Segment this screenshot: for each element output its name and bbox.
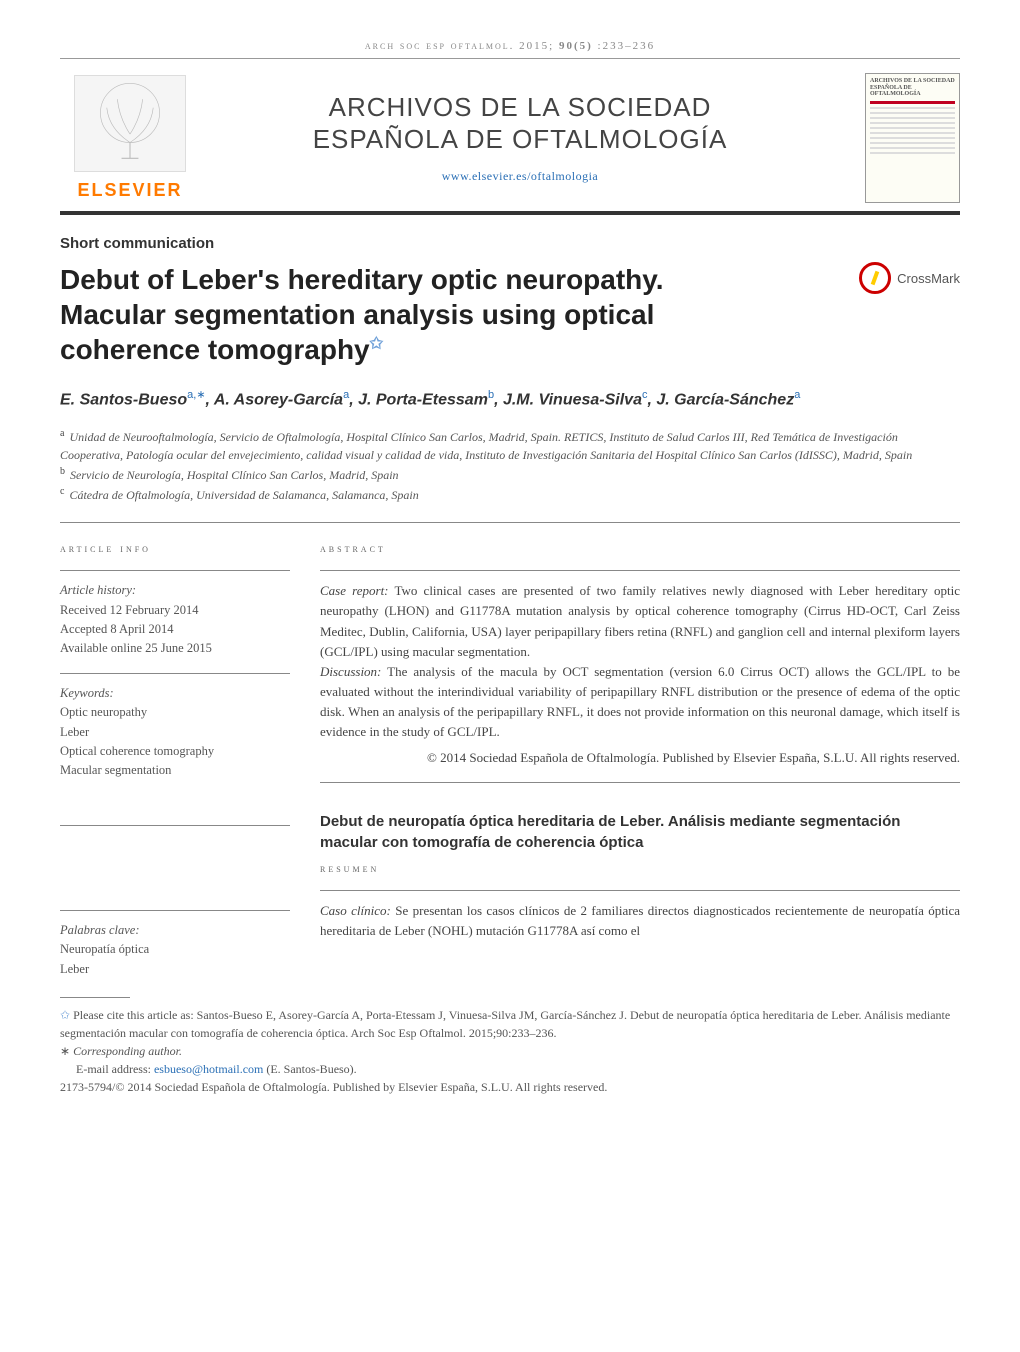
article-history: Article history: Received 12 February 20… bbox=[60, 581, 290, 659]
article-info-heading: article info bbox=[60, 541, 290, 556]
palabra-1: Neuropatía óptica bbox=[60, 940, 290, 959]
left-col-rule bbox=[60, 825, 290, 826]
keyword-3: Optical coherence tomography bbox=[60, 742, 290, 761]
history-accepted: Accepted 8 April 2014 bbox=[60, 620, 290, 639]
rh-pages: :233–236 bbox=[598, 40, 656, 52]
discussion-label: Discussion: bbox=[320, 664, 381, 679]
abstract-block-en: article info Article history: Received 1… bbox=[60, 541, 960, 793]
left-col-rule bbox=[60, 673, 290, 674]
issn-copyright-line: 2173-5794/© 2014 Sociedad Española de Of… bbox=[60, 1078, 960, 1096]
author-4-aff: c bbox=[642, 389, 648, 401]
right-col-rule bbox=[320, 570, 960, 571]
cover-caption: ARCHIVOS DE LA SOCIEDAD ESPAÑOLA DE OFTA… bbox=[870, 78, 955, 98]
palabra-2: Leber bbox=[60, 960, 290, 979]
section-divider bbox=[60, 522, 960, 523]
rh-volume: 90(5) bbox=[559, 40, 593, 52]
affiliation-c: Cátedra de Oftalmología, Universidad de … bbox=[69, 488, 418, 502]
abstract-block-es: Palabras clave: Neuropatía óptica Leber … bbox=[60, 811, 960, 979]
resumen-body: Caso clínico: Se presentan los casos clí… bbox=[320, 901, 960, 941]
affiliation-b: Servicio de Neurología, Hospital Clínico… bbox=[70, 468, 399, 482]
running-header: arch soc esp oftalmol. 2015; 90(5) :233–… bbox=[60, 40, 960, 52]
author-1-aff: a,∗ bbox=[187, 389, 205, 401]
palabras-block: Palabras clave: Neuropatía óptica Leber bbox=[60, 921, 290, 979]
keywords-heading: Keywords: bbox=[60, 684, 290, 703]
journal-title-line1: ARCHIVOS DE LA SOCIEDAD bbox=[200, 92, 840, 123]
palabras-heading: Palabras clave: bbox=[60, 921, 290, 940]
journal-title-line2: ESPAÑOLA DE OFTALMOLOGÍA bbox=[200, 124, 840, 155]
keyword-4: Macular segmentation bbox=[60, 761, 290, 780]
masthead-heavy-rule bbox=[60, 211, 960, 215]
publisher-block: ELSEVIER bbox=[60, 75, 200, 201]
keyword-2: Leber bbox=[60, 723, 290, 742]
corresponding-email-link[interactable]: esbueso@hotmail.com bbox=[154, 1062, 263, 1076]
history-online: Available online 25 June 2015 bbox=[60, 639, 290, 658]
case-report-text: Two clinical cases are presented of two … bbox=[320, 583, 960, 658]
title-line2: Macular segmentation analysis using opti… bbox=[60, 299, 654, 330]
spanish-title: Debut de neuropatía óptica hereditaria d… bbox=[320, 811, 960, 853]
history-heading: Article history: bbox=[60, 581, 290, 600]
article-title: Debut of Leber's hereditary optic neurop… bbox=[60, 262, 859, 367]
author-list: E. Santos-Buesoa,∗, A. Asorey-Garcíaa, J… bbox=[60, 387, 960, 412]
article-type-label: Short communication bbox=[60, 235, 960, 252]
keywords-block: Keywords: Optic neuropathy Leber Optical… bbox=[60, 684, 290, 781]
discussion-text: The analysis of the macula by OCT segmen… bbox=[320, 664, 960, 739]
corresponding-author-label: Corresponding author. bbox=[73, 1044, 182, 1058]
rh-year: 2015; bbox=[519, 40, 554, 52]
publisher-name: ELSEVIER bbox=[77, 180, 182, 201]
elsevier-tree-icon bbox=[74, 75, 186, 172]
author-4: J.M. Vinuesa-Silva bbox=[503, 391, 642, 408]
top-rule bbox=[60, 58, 960, 59]
abstract-copyright: © 2014 Sociedad Española de Oftalmología… bbox=[320, 748, 960, 768]
right-col-rule bbox=[320, 782, 960, 783]
affiliation-a: Unidad de Neurooftalmología, Servicio de… bbox=[60, 430, 912, 462]
cover-thumb-block: ARCHIVOS DE LA SOCIEDAD ESPAÑOLA DE OFTA… bbox=[840, 73, 960, 203]
right-col-rule bbox=[320, 890, 960, 891]
title-line1: Debut of Leber's hereditary optic neurop… bbox=[60, 264, 664, 295]
rh-journal: arch soc esp oftalmol. bbox=[365, 40, 515, 52]
footnote-rule bbox=[60, 997, 130, 998]
masthead: ELSEVIER ARCHIVOS DE LA SOCIEDAD ESPAÑOL… bbox=[60, 73, 960, 203]
author-1: E. Santos-Bueso bbox=[60, 391, 187, 408]
abstract-heading: abstract bbox=[320, 541, 960, 556]
resumen-heading: resumen bbox=[320, 861, 960, 876]
cite-as-footnote: Please cite this article as: Santos-Bues… bbox=[60, 1008, 950, 1040]
crossmark-widget[interactable]: CrossMark bbox=[859, 262, 960, 294]
corresponding-mark: ∗ bbox=[60, 1044, 70, 1058]
abstract-body: Case report: Two clinical cases are pres… bbox=[320, 581, 960, 742]
star-footnote-mark: ✩ bbox=[60, 1008, 70, 1022]
author-5: J. García-Sánchez bbox=[656, 391, 794, 408]
crossmark-icon bbox=[859, 262, 891, 294]
journal-website-link[interactable]: www.elsevier.es/oftalmologia bbox=[200, 169, 840, 184]
keyword-1: Optic neuropathy bbox=[60, 703, 290, 722]
author-3-aff: b bbox=[488, 389, 494, 401]
title-line3: coherence tomography bbox=[60, 334, 370, 365]
crossmark-label: CrossMark bbox=[897, 271, 960, 286]
history-received: Received 12 February 2014 bbox=[60, 601, 290, 620]
caso-clinico-text: Se presentan los casos clínicos de 2 fam… bbox=[320, 903, 960, 938]
left-col-rule bbox=[60, 910, 290, 911]
caso-clinico-label: Caso clínico: bbox=[320, 903, 391, 918]
author-2: A. Asorey-García bbox=[214, 391, 343, 408]
footnotes: ✩ Please cite this article as: Santos-Bu… bbox=[60, 997, 960, 1096]
email-attribution: (E. Santos-Bueso). bbox=[266, 1062, 356, 1076]
author-5-aff: a bbox=[794, 389, 800, 401]
left-col-rule bbox=[60, 570, 290, 571]
journal-title-block: ARCHIVOS DE LA SOCIEDAD ESPAÑOLA DE OFTA… bbox=[200, 92, 840, 183]
case-report-label: Case report: bbox=[320, 583, 389, 598]
author-2-aff: a bbox=[343, 389, 349, 401]
affiliation-list: a Unidad de Neurooftalmología, Servicio … bbox=[60, 426, 960, 504]
journal-cover-thumbnail: ARCHIVOS DE LA SOCIEDAD ESPAÑOLA DE OFTA… bbox=[865, 73, 960, 203]
email-label: E-mail address: bbox=[76, 1062, 151, 1076]
author-3: J. Porta-Etessam bbox=[358, 391, 488, 408]
title-footnote-star: ✩ bbox=[370, 336, 383, 353]
